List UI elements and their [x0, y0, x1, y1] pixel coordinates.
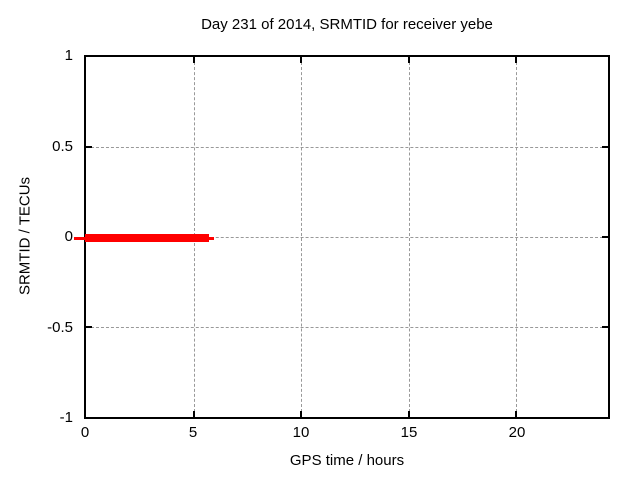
- y-tick-label: 1: [64, 47, 73, 64]
- tick-mark: [300, 411, 303, 417]
- tick-mark: [602, 236, 608, 238]
- tick-mark: [192, 411, 195, 417]
- data-series-thin-right-whisker: [209, 237, 214, 240]
- gridline-y--0.5: [86, 327, 608, 328]
- data-series-thin-left-whisker: [74, 237, 86, 240]
- tick-mark: [602, 146, 608, 148]
- y-tick-label: 0.5: [52, 138, 73, 155]
- tick-mark: [515, 411, 518, 417]
- y-tick-label: -0.5: [47, 319, 73, 336]
- x-tick-label: 15: [400, 424, 418, 441]
- chart-title: Day 231 of 2014, SRMTID for receiver yeb…: [201, 16, 493, 33]
- y-tick-label: 0: [64, 228, 73, 245]
- tick-mark: [602, 326, 608, 328]
- y-tick-label: -1: [59, 409, 73, 426]
- tick-mark: [86, 146, 92, 148]
- x-tick-label: 5: [188, 424, 198, 441]
- gridline-y-0: [86, 237, 608, 238]
- tick-mark: [86, 326, 92, 328]
- x-tick-label: 0: [80, 424, 90, 441]
- data-series-srmtid-line: [85, 234, 209, 242]
- x-tick-label: 20: [508, 424, 526, 441]
- tick-mark: [407, 57, 410, 63]
- tick-mark: [515, 57, 518, 63]
- tick-mark: [300, 57, 303, 63]
- tick-mark: [192, 57, 195, 63]
- x-tick-label: 10: [292, 424, 310, 441]
- tick-mark: [407, 411, 410, 417]
- x-axis-label: GPS time / hours: [289, 452, 405, 469]
- gridline-y-0.5: [86, 147, 608, 148]
